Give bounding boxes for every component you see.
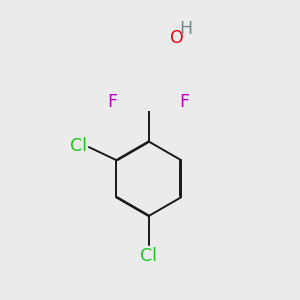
Text: O: O bbox=[170, 28, 184, 46]
Text: Cl: Cl bbox=[140, 247, 157, 265]
Text: F: F bbox=[108, 93, 118, 111]
Text: H: H bbox=[179, 20, 193, 38]
Text: Cl: Cl bbox=[70, 137, 87, 155]
Text: F: F bbox=[179, 93, 189, 111]
